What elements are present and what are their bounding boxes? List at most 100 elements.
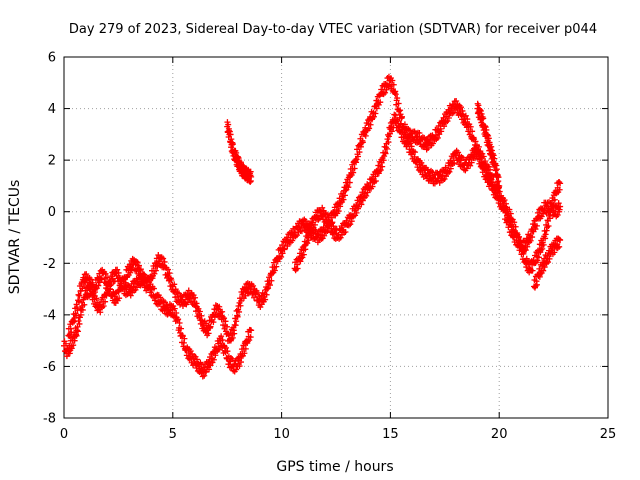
- data-point-dense: [481, 123, 488, 130]
- data-point: [248, 173, 255, 180]
- data-point-dense: [372, 110, 379, 117]
- data-point-dense: [377, 99, 384, 106]
- data-point-dense: [207, 323, 214, 330]
- data-point-dense: [70, 342, 77, 349]
- data-point-dense: [351, 165, 358, 172]
- data-point-dense: [529, 234, 536, 241]
- data-point-dense: [535, 254, 542, 261]
- y-tick-label: -8: [43, 412, 56, 427]
- data-point-dense: [453, 98, 460, 105]
- data-point-dense: [539, 245, 546, 252]
- data-point-dense: [355, 153, 362, 160]
- data-point-dense: [523, 235, 530, 242]
- data-point-dense: [529, 267, 536, 274]
- data-point-dense: [445, 106, 452, 113]
- data-point-dense: [210, 356, 217, 363]
- data-point-dense: [120, 283, 127, 290]
- data-point-dense: [372, 177, 379, 184]
- data-point-dense: [472, 138, 479, 145]
- data-point-dense: [237, 359, 244, 366]
- data-point-dense: [347, 221, 354, 228]
- data-point-dense: [389, 77, 396, 84]
- axis-ticks: 0 5 10 15 20 25 -8 -6 -4 -2 0 2 4 6: [43, 51, 616, 443]
- data-point-dense: [348, 218, 355, 225]
- data-point-dense: [127, 269, 134, 276]
- data-point-dense: [550, 202, 557, 209]
- data-point-dense: [438, 128, 445, 135]
- data-point-dense: [555, 200, 562, 207]
- data-point-dense: [455, 149, 462, 156]
- data-point-dense: [345, 184, 352, 191]
- data-point-dense: [241, 350, 248, 357]
- y-tick-label: 0: [48, 205, 56, 220]
- data-point-dense: [235, 155, 242, 162]
- data-point-dense: [342, 228, 349, 235]
- y-tick-label: -2: [43, 257, 56, 272]
- data-point-dense: [279, 242, 286, 249]
- data-point: [557, 203, 564, 210]
- data-point-dense: [187, 348, 194, 355]
- data-point-dense: [262, 296, 269, 303]
- data-point-dense: [507, 210, 514, 217]
- data-point-dense: [488, 143, 495, 150]
- series-track-e: [291, 111, 564, 276]
- data-point-dense: [278, 253, 285, 260]
- data-point-dense: [457, 104, 464, 111]
- data-point-dense: [152, 267, 159, 274]
- data-point-dense: [271, 267, 278, 274]
- data-point-dense: [75, 298, 82, 305]
- data-point-dense: [104, 274, 111, 281]
- data-point-dense: [175, 316, 182, 323]
- data-point-dense: [408, 143, 415, 150]
- data-point-dense: [394, 118, 401, 125]
- data-point-dense: [140, 271, 147, 278]
- plot-frame: [63, 56, 609, 419]
- data-point-dense: [487, 166, 494, 173]
- data-point-dense: [264, 285, 271, 292]
- data-point-dense: [388, 128, 395, 135]
- data-point-dense: [545, 259, 552, 266]
- data-point-dense: [495, 174, 502, 181]
- data-point-dense: [237, 297, 244, 304]
- data-point-dense: [268, 277, 275, 284]
- data-point-dense: [102, 270, 109, 277]
- data-point-dense: [359, 139, 366, 146]
- data-point-dense: [462, 112, 469, 119]
- data-point-dense: [480, 115, 487, 122]
- data-point: [557, 180, 564, 187]
- y-tick-label: 6: [48, 51, 56, 66]
- data-point-dense: [485, 163, 492, 170]
- data-point: [396, 108, 403, 115]
- data-point-dense: [83, 271, 90, 278]
- data-point-dense: [501, 197, 508, 204]
- data-point-dense: [358, 201, 365, 208]
- data-point-dense: [475, 102, 482, 109]
- data-point-dense: [225, 121, 232, 128]
- data-point-dense: [68, 345, 75, 352]
- data-point-dense: [298, 228, 305, 235]
- data-point-dense: [300, 251, 307, 258]
- x-tick-label: 25: [600, 427, 617, 442]
- data-point-dense: [73, 312, 80, 319]
- data-point-dense: [134, 259, 141, 266]
- data-point-dense: [222, 318, 229, 325]
- data-point-dense: [305, 237, 312, 244]
- data-point-dense: [467, 123, 474, 130]
- data-point-dense: [362, 132, 369, 139]
- data-point-dense: [434, 134, 441, 141]
- data-point-dense: [516, 233, 523, 240]
- data-point-dense: [311, 221, 318, 228]
- data-point-dense: [206, 366, 213, 373]
- data-point-dense: [129, 264, 136, 271]
- data-point-dense: [137, 266, 144, 273]
- data-point-dense: [493, 166, 500, 173]
- data-point-dense: [95, 282, 102, 289]
- data-point-dense: [512, 223, 519, 230]
- y-tick-label: 2: [48, 154, 56, 169]
- data-point-dense: [496, 188, 503, 195]
- data-point-dense: [176, 319, 183, 326]
- data-point-dense: [385, 139, 392, 146]
- data-point-dense: [185, 287, 192, 294]
- data-point-dense: [469, 128, 476, 135]
- data-point-dense: [231, 330, 238, 337]
